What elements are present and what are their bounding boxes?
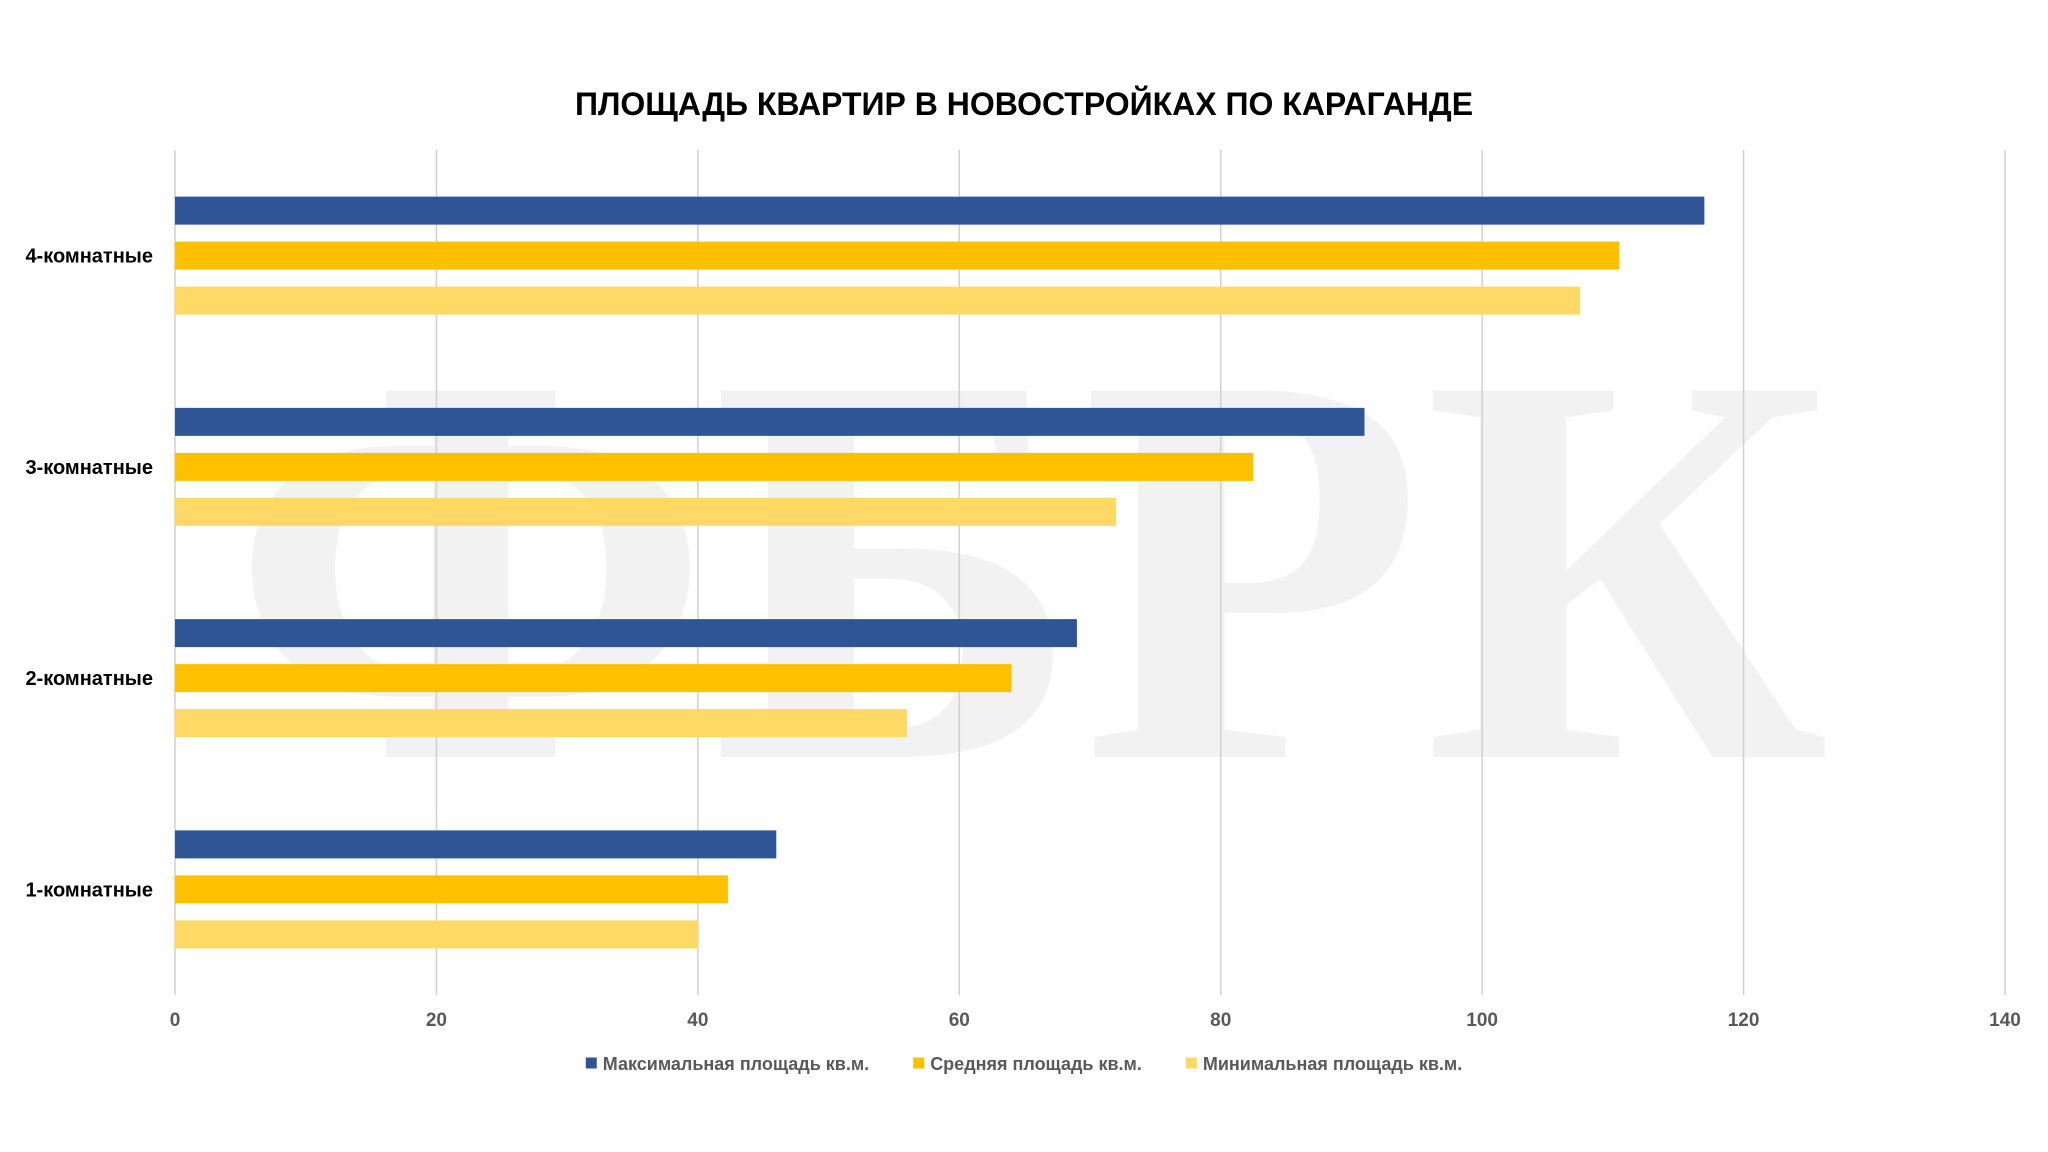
x-tick-labels: 0 20 40 60 80 100 120 140 bbox=[170, 1010, 2021, 1031]
category-labels: 4-комнатные 3-комнатные 2-комнатные 1-комна… bbox=[25, 246, 153, 902]
bar-4-3 bbox=[175, 920, 698, 949]
legend-label-3: Минимальная площадь кв.м. bbox=[1203, 1054, 1462, 1074]
category-label-3: 2-комнатные bbox=[25, 668, 153, 690]
x-tick-label-7: 140 bbox=[1989, 1010, 2021, 1031]
bar-3-2 bbox=[175, 664, 1012, 693]
bar-4-2 bbox=[175, 875, 728, 904]
x-tick-label-6: 120 bbox=[1728, 1010, 1760, 1031]
bar-2-1 bbox=[175, 407, 1365, 436]
x-tick-label-5: 100 bbox=[1466, 1010, 1498, 1031]
x-tick-label-1: 20 bbox=[426, 1010, 447, 1031]
legend-swatch-1 bbox=[585, 1057, 597, 1069]
watermark-logo: ФБРК bbox=[230, 259, 1829, 879]
category-label-2: 3-комнатные bbox=[25, 457, 153, 479]
bar-2-2 bbox=[175, 452, 1254, 481]
bar-1-3 bbox=[175, 286, 1581, 315]
legend-label-1: Максимальная площадь кв.м. bbox=[603, 1054, 869, 1074]
x-tick-label-3: 60 bbox=[949, 1010, 970, 1031]
category-label-4: 1-комнатные bbox=[25, 879, 153, 901]
bar-1-2 bbox=[175, 241, 1620, 270]
x-tick-label-4: 80 bbox=[1210, 1010, 1231, 1031]
category-label-1: 4-комнатные bbox=[25, 246, 153, 268]
legend: Максимальная площадь кв.м. Средняя площад… bbox=[585, 1054, 1462, 1074]
bar-3-3 bbox=[175, 709, 907, 738]
x-tick-label-2: 40 bbox=[687, 1010, 708, 1031]
chart-title: ПЛОЩАДЬ КВАРТИР В НОВОСТРОЙКАХ ПО КАРАГА… bbox=[575, 86, 1473, 122]
bar-2-3 bbox=[175, 497, 1117, 526]
legend-swatch-3 bbox=[1185, 1057, 1197, 1069]
x-tick-label-0: 0 bbox=[170, 1010, 181, 1031]
legend-swatch-2 bbox=[913, 1057, 925, 1069]
legend-label-2: Средняя площадь кв.м. bbox=[930, 1054, 1142, 1074]
bars-group bbox=[175, 196, 1705, 949]
bar-3-1 bbox=[175, 619, 1077, 648]
bar-4-1 bbox=[175, 830, 777, 859]
bar-1-1 bbox=[175, 196, 1705, 225]
